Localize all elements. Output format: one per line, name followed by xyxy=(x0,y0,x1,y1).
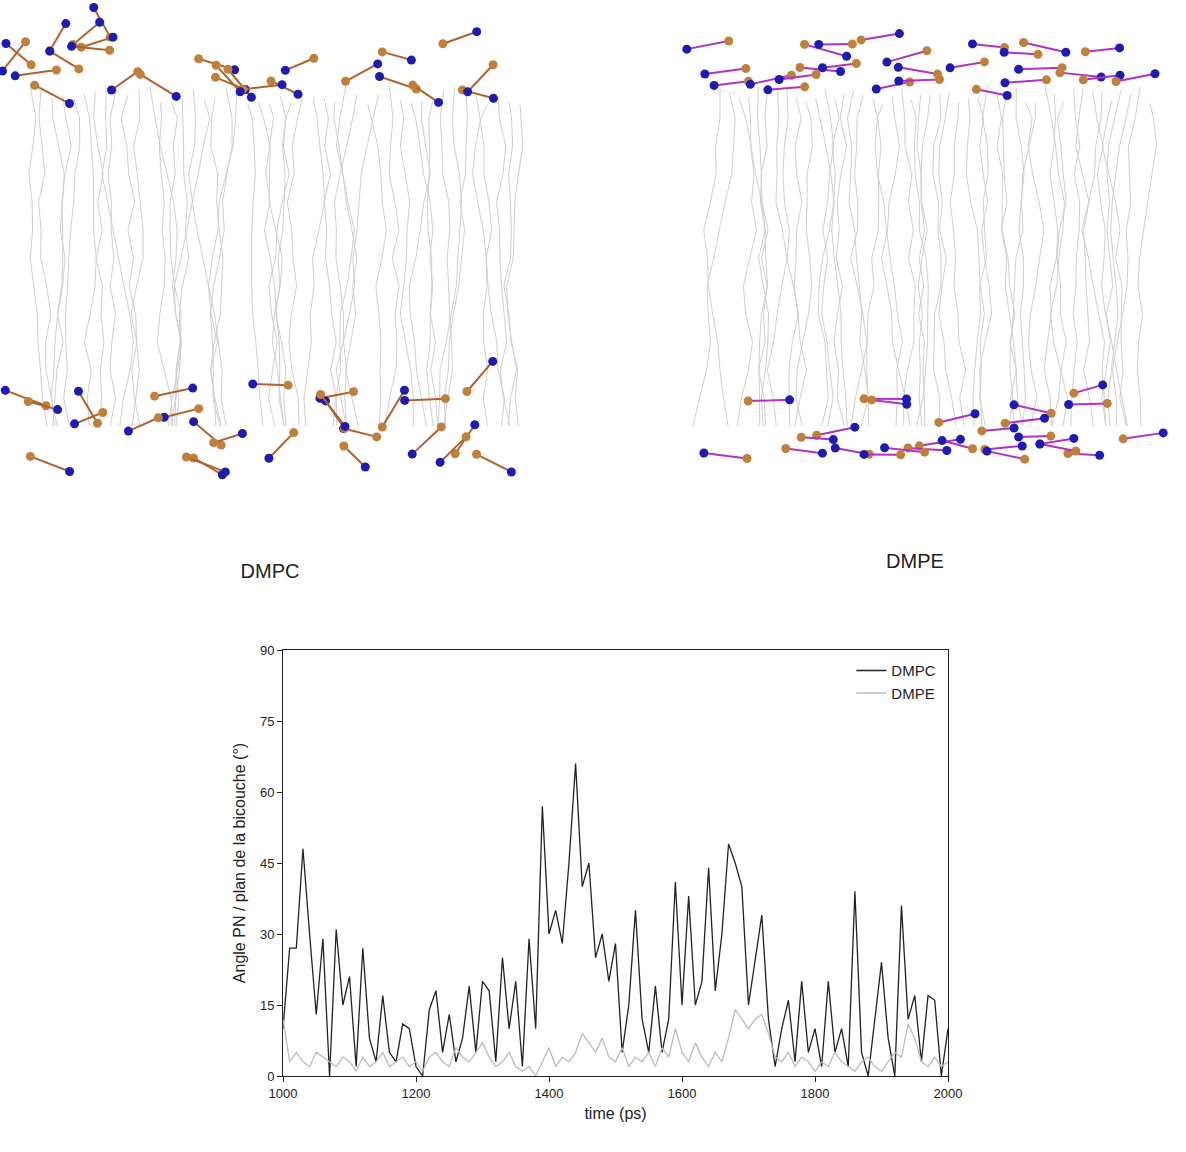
svg-text:DMPE: DMPE xyxy=(886,550,944,572)
svg-text:90: 90 xyxy=(260,643,274,658)
svg-text:2000: 2000 xyxy=(934,1086,963,1101)
svg-text:15: 15 xyxy=(260,998,274,1013)
svg-text:1800: 1800 xyxy=(801,1086,830,1101)
svg-text:Angle PN / plan de la bicouche: Angle PN / plan de la bicouche (°) xyxy=(231,743,248,983)
svg-text:DMPE: DMPE xyxy=(891,685,934,702)
svg-text:75: 75 xyxy=(260,714,274,729)
svg-text:30: 30 xyxy=(260,927,274,942)
svg-text:time (ps): time (ps) xyxy=(584,1105,646,1122)
svg-text:45: 45 xyxy=(260,856,274,871)
svg-text:1400: 1400 xyxy=(535,1086,564,1101)
svg-text:DMPC: DMPC xyxy=(241,560,300,582)
svg-text:0: 0 xyxy=(267,1069,274,1084)
svg-text:1600: 1600 xyxy=(668,1086,697,1101)
svg-text:1200: 1200 xyxy=(402,1086,431,1101)
svg-text:DMPC: DMPC xyxy=(891,662,935,679)
svg-text:1000: 1000 xyxy=(269,1086,298,1101)
svg-text:60: 60 xyxy=(260,785,274,800)
